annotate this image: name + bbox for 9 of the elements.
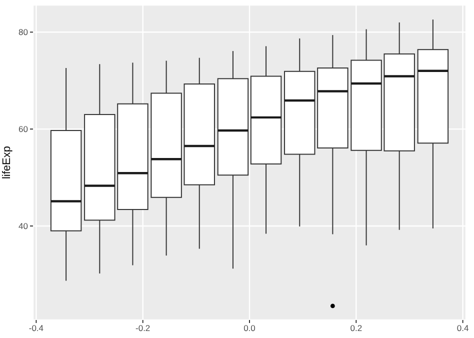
x-tick-label: 0.4 bbox=[456, 323, 469, 334]
y-tick-label: 60 bbox=[18, 124, 28, 134]
x-tick-label: -0.2 bbox=[136, 323, 150, 334]
y-axis-title: lifeExp bbox=[0, 146, 13, 180]
y-tick-label: 80 bbox=[18, 27, 28, 38]
x-tick-label: -0.4 bbox=[28, 323, 44, 334]
x-tick-label: 0.0 bbox=[244, 323, 256, 334]
x-tick-label: 0.2 bbox=[350, 323, 362, 334]
y-tick-label: 40 bbox=[18, 221, 28, 231]
